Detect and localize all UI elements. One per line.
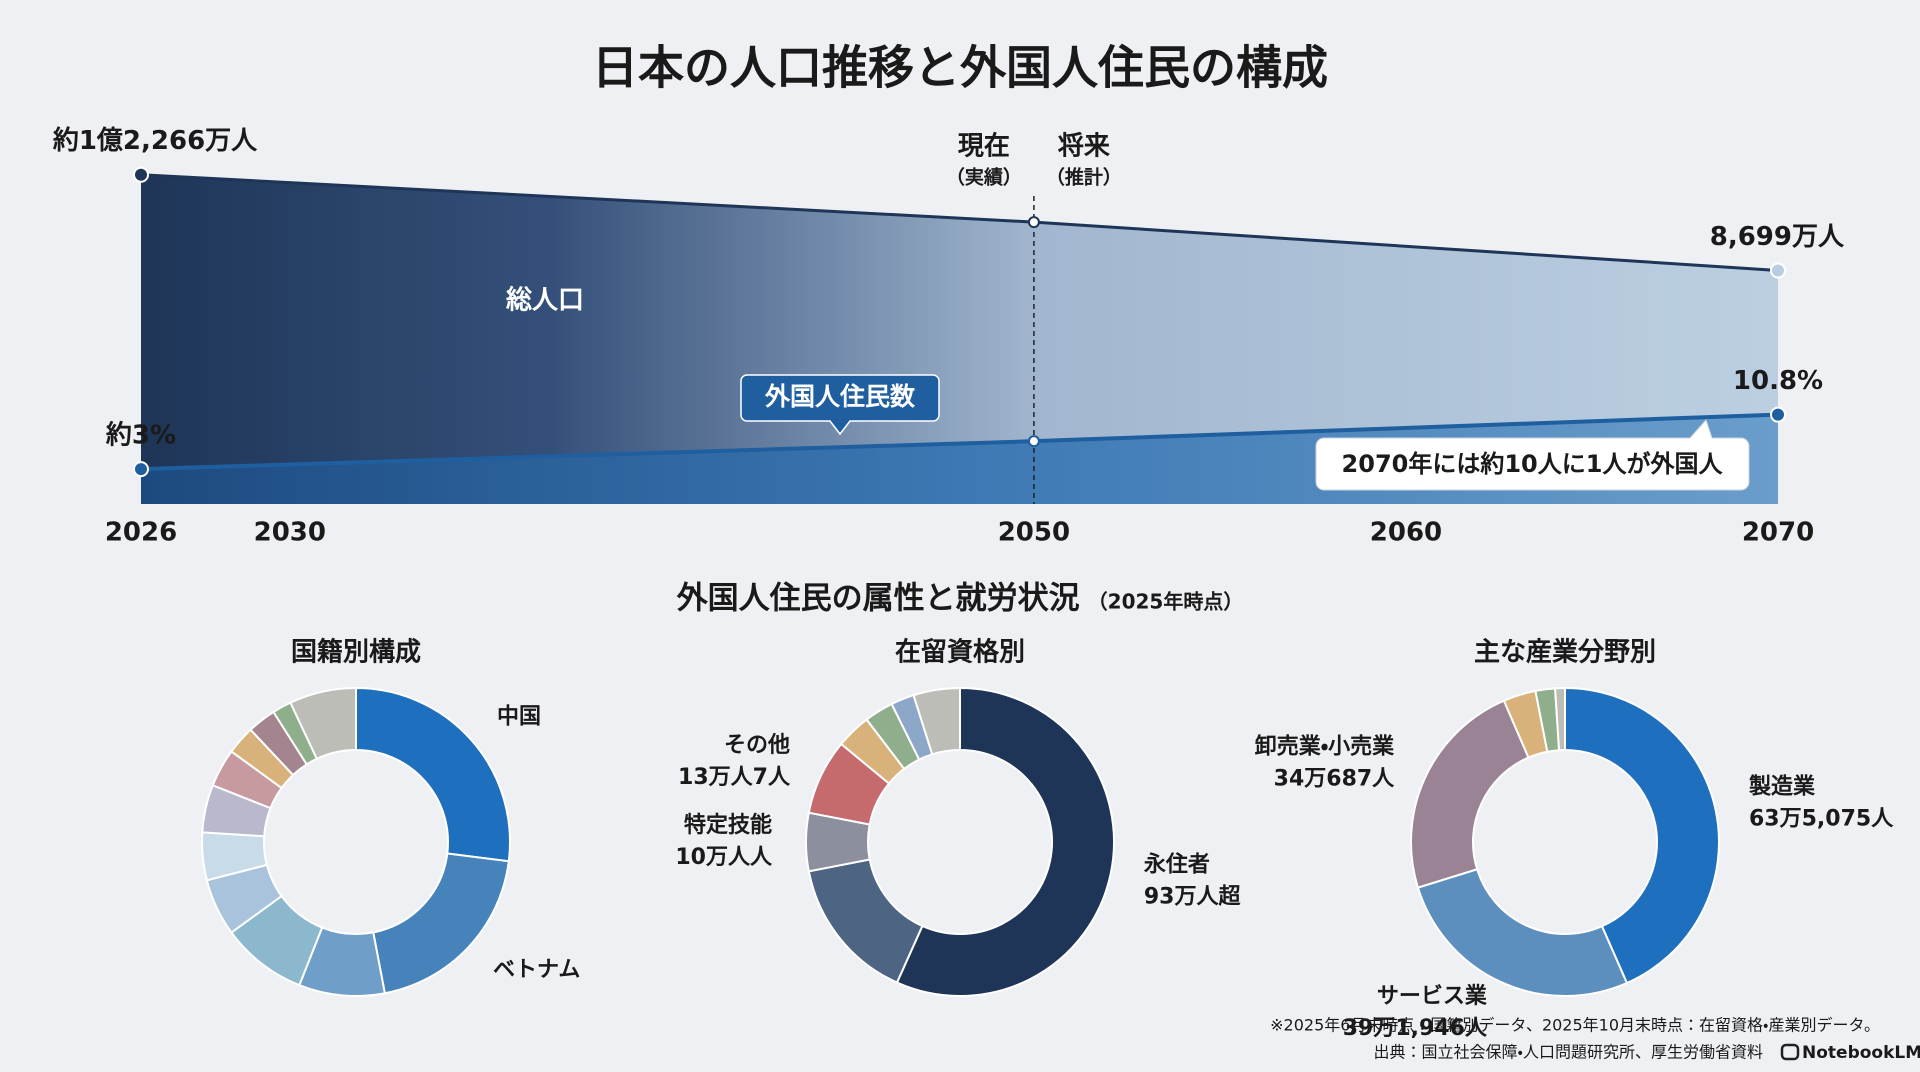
page-title: 日本の人口推移と外国人住民の構成 <box>592 41 1328 95</box>
category-label: 中国 <box>497 705 541 730</box>
value-label: 10万人人 <box>675 845 773 870</box>
annotation: 2070年には約10人に1人が外国人 <box>1342 450 1724 478</box>
area-fill <box>141 174 1778 504</box>
donut-slice <box>372 852 510 995</box>
data-point <box>133 461 149 478</box>
divider-label: 現在 <box>958 132 1010 162</box>
value-label: 約1億2,266万人 <box>52 125 258 156</box>
watermark-icon <box>1780 1043 1800 1061</box>
donut-slice <box>1410 699 1530 889</box>
value-label: 93万人超 <box>1144 884 1242 909</box>
category-label: 永住者 <box>1144 851 1210 877</box>
series-label: 総人口 <box>506 285 584 316</box>
divider-label: 将来 <box>1058 132 1111 162</box>
value-label: 39万1,946人 <box>1343 1016 1488 1041</box>
value-label: 8,699万人 <box>1710 222 1845 252</box>
value-label: 10.8% <box>1733 366 1823 396</box>
donut-slice <box>912 686 961 756</box>
divider-label: （実績） <box>946 166 1022 189</box>
footnote: ※2025年6月末時点：国籍別データ、2025年10月末時点：在留資格・産業別デ… <box>1270 1016 1880 1035</box>
data-point <box>1027 435 1040 448</box>
donut-title: 国籍別構成 <box>291 637 421 668</box>
section-title: 外国人住民の属性と就労状況 <box>676 581 1080 617</box>
source: 出典：国立社会保障・人口問題研究所、厚生労働省資料 <box>1374 1043 1763 1062</box>
watermark: NotebookLM <box>1802 1043 1920 1063</box>
data-point <box>133 166 149 183</box>
category-label: 製造業 <box>1748 773 1816 799</box>
x-tick-label: 2030 <box>254 518 326 548</box>
x-tick-label: 2070 <box>1742 518 1814 548</box>
value-label: 約3% <box>105 420 176 451</box>
data-point <box>1770 262 1786 279</box>
donut-slice <box>289 686 357 761</box>
category-label: サービス業 <box>1377 984 1488 1009</box>
donut-slice <box>895 686 1115 997</box>
donut-slice <box>1416 868 1629 997</box>
category-label: ベトナム <box>493 958 580 983</box>
donut-title: 主な産業分野別 <box>1474 638 1656 668</box>
value-label: 13万人7人 <box>678 765 791 790</box>
x-tick-label: 2050 <box>998 518 1070 548</box>
data-point <box>1770 406 1786 423</box>
donut-slice <box>1564 686 1720 985</box>
category-label: その他 <box>724 733 790 758</box>
annotation-box <box>1315 419 1750 491</box>
donut-slice <box>807 858 924 984</box>
donut-slice <box>355 686 511 863</box>
category-label: 特定技能 <box>684 812 772 838</box>
donut-title: 在留資格別 <box>895 637 1025 668</box>
x-tick-label: 2060 <box>1370 518 1442 548</box>
callout-box <box>740 374 940 436</box>
donut-slice <box>1554 686 1566 752</box>
section-note: （2025年時点） <box>1088 590 1244 614</box>
x-tick-label: 2026 <box>105 518 177 548</box>
divider-label: （推計） <box>1046 166 1122 189</box>
value-label: 34万687人 <box>1274 766 1396 791</box>
value-label: 63万5,075人 <box>1749 806 1894 831</box>
callout-label: 外国人住民数 <box>764 382 916 411</box>
category-label: 卸売業・小売業 <box>1255 733 1395 759</box>
data-point <box>1027 216 1040 229</box>
